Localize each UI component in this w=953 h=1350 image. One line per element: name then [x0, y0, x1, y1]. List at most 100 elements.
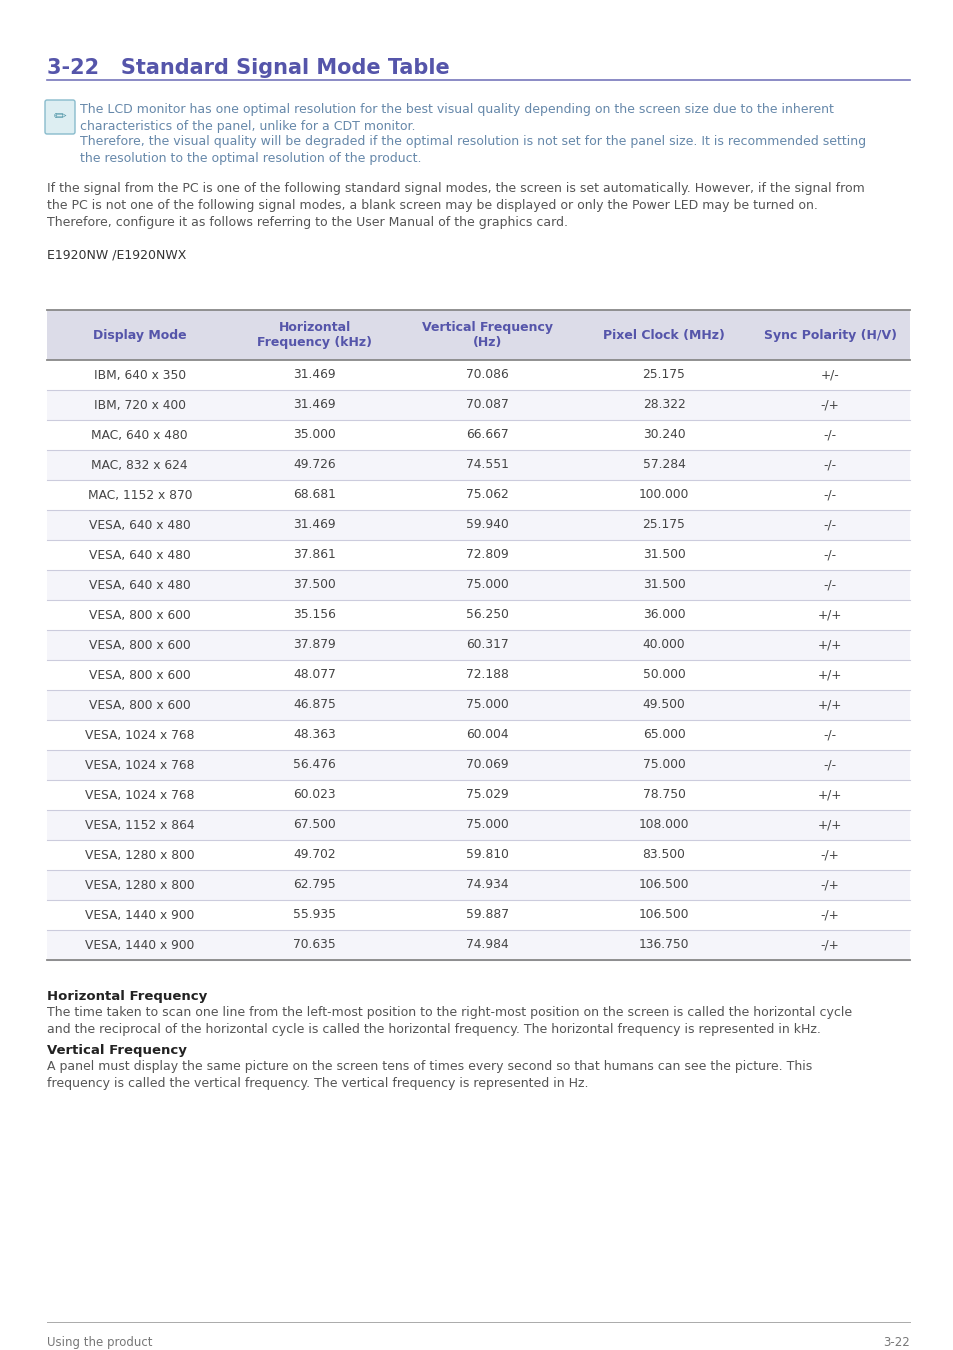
Bar	[47, 930, 909, 960]
Text: 25.175: 25.175	[642, 369, 685, 382]
Text: Using the product: Using the product	[47, 1336, 152, 1349]
Bar	[47, 780, 909, 810]
Text: VESA, 1024 x 768: VESA, 1024 x 768	[85, 788, 194, 802]
Text: 60.004: 60.004	[465, 729, 508, 741]
Bar	[47, 751, 909, 780]
Text: VESA, 640 x 480: VESA, 640 x 480	[89, 518, 191, 532]
Text: 74.984: 74.984	[465, 938, 508, 952]
Text: VESA, 1280 x 800: VESA, 1280 x 800	[85, 879, 194, 891]
Bar	[47, 869, 909, 900]
Text: The LCD monitor has one optimal resolution for the best visual quality depending: The LCD monitor has one optimal resoluti…	[80, 103, 833, 134]
Text: If the signal from the PC is one of the following standard signal modes, the scr: If the signal from the PC is one of the …	[47, 182, 863, 230]
Text: ✏: ✏	[53, 109, 67, 124]
Text: VESA, 640 x 480: VESA, 640 x 480	[89, 579, 191, 591]
Bar	[47, 310, 909, 360]
Text: 60.023: 60.023	[293, 788, 335, 802]
Text: MAC, 1152 x 870: MAC, 1152 x 870	[88, 489, 192, 501]
Text: -/+: -/+	[820, 398, 839, 412]
Text: 74.934: 74.934	[465, 879, 508, 891]
Text: 48.363: 48.363	[293, 729, 335, 741]
Text: Therefore, the visual quality will be degraded if the optimal resolution is not : Therefore, the visual quality will be de…	[80, 135, 865, 165]
Text: 56.250: 56.250	[465, 609, 508, 621]
Text: 49.500: 49.500	[642, 698, 684, 711]
Text: -/-: -/-	[822, 579, 836, 591]
Text: -/-: -/-	[822, 548, 836, 562]
Text: IBM, 640 x 350: IBM, 640 x 350	[93, 369, 186, 382]
Text: 59.940: 59.940	[465, 518, 508, 532]
Text: -/-: -/-	[822, 759, 836, 771]
Text: VESA, 1440 x 900: VESA, 1440 x 900	[85, 909, 194, 922]
Text: 68.681: 68.681	[293, 489, 335, 501]
Text: VESA, 640 x 480: VESA, 640 x 480	[89, 548, 191, 562]
Text: VESA, 1280 x 800: VESA, 1280 x 800	[85, 849, 194, 861]
Text: 37.500: 37.500	[293, 579, 335, 591]
Text: 30.240: 30.240	[642, 428, 684, 441]
Text: A panel must display the same picture on the screen tens of times every second s: A panel must display the same picture on…	[47, 1060, 811, 1089]
Text: 72.809: 72.809	[465, 548, 508, 562]
Bar	[47, 540, 909, 570]
Text: 35.000: 35.000	[293, 428, 335, 441]
Bar	[47, 420, 909, 450]
Text: VESA, 1152 x 864: VESA, 1152 x 864	[85, 818, 194, 832]
Text: +/+: +/+	[817, 788, 841, 802]
Text: -/+: -/+	[820, 879, 839, 891]
Text: 65.000: 65.000	[642, 729, 684, 741]
Text: 62.795: 62.795	[293, 879, 335, 891]
Text: MAC, 832 x 624: MAC, 832 x 624	[91, 459, 188, 471]
Text: Sync Polarity (H/V): Sync Polarity (H/V)	[762, 328, 896, 342]
Text: 3-22   Standard Signal Mode Table: 3-22 Standard Signal Mode Table	[47, 58, 449, 78]
Text: -/-: -/-	[822, 459, 836, 471]
Text: Horizontal
Frequency (kHz): Horizontal Frequency (kHz)	[256, 321, 372, 350]
Text: 31.469: 31.469	[293, 369, 335, 382]
Text: 25.175: 25.175	[642, 518, 685, 532]
Text: 31.500: 31.500	[642, 579, 684, 591]
Text: 75.000: 75.000	[465, 818, 508, 832]
Text: 74.551: 74.551	[465, 459, 508, 471]
Text: 83.500: 83.500	[642, 849, 685, 861]
Text: 35.156: 35.156	[293, 609, 335, 621]
Bar	[47, 390, 909, 420]
Text: 106.500: 106.500	[639, 909, 689, 922]
Text: 60.317: 60.317	[465, 639, 508, 652]
Text: 48.077: 48.077	[293, 668, 335, 682]
Text: 67.500: 67.500	[293, 818, 335, 832]
Text: 31.500: 31.500	[642, 548, 684, 562]
Text: 106.500: 106.500	[639, 879, 689, 891]
Text: 70.087: 70.087	[465, 398, 508, 412]
Text: -/+: -/+	[820, 909, 839, 922]
Bar	[47, 840, 909, 869]
Text: 31.469: 31.469	[293, 518, 335, 532]
Text: Vertical Frequency: Vertical Frequency	[47, 1044, 187, 1057]
Bar	[47, 660, 909, 690]
Text: -/+: -/+	[820, 938, 839, 952]
Text: 66.667: 66.667	[465, 428, 508, 441]
Bar	[47, 900, 909, 930]
Text: 75.062: 75.062	[465, 489, 508, 501]
Text: 72.188: 72.188	[465, 668, 508, 682]
Text: +/+: +/+	[817, 818, 841, 832]
Text: 50.000: 50.000	[642, 668, 684, 682]
Text: 49.702: 49.702	[293, 849, 335, 861]
Text: -/-: -/-	[822, 489, 836, 501]
Bar	[47, 690, 909, 720]
Text: 75.000: 75.000	[465, 698, 508, 711]
Text: VESA, 800 x 600: VESA, 800 x 600	[89, 668, 191, 682]
Text: 31.469: 31.469	[293, 398, 335, 412]
Text: E1920NW /E1920NWX: E1920NW /E1920NWX	[47, 248, 186, 262]
Text: IBM, 720 x 400: IBM, 720 x 400	[93, 398, 186, 412]
FancyBboxPatch shape	[45, 100, 75, 134]
Text: MAC, 640 x 480: MAC, 640 x 480	[91, 428, 188, 441]
Text: -/-: -/-	[822, 729, 836, 741]
Text: +/+: +/+	[817, 639, 841, 652]
Text: -/-: -/-	[822, 518, 836, 532]
Text: 136.750: 136.750	[639, 938, 689, 952]
Text: -/+: -/+	[820, 849, 839, 861]
Text: -/-: -/-	[822, 428, 836, 441]
Text: 37.879: 37.879	[293, 639, 335, 652]
Text: Display Mode: Display Mode	[92, 328, 187, 342]
Text: 3-22: 3-22	[882, 1336, 909, 1349]
Text: +/-: +/-	[820, 369, 839, 382]
Text: The time taken to scan one line from the left-most position to the right-most po: The time taken to scan one line from the…	[47, 1006, 851, 1035]
Text: 59.810: 59.810	[465, 849, 508, 861]
Text: 46.875: 46.875	[293, 698, 335, 711]
